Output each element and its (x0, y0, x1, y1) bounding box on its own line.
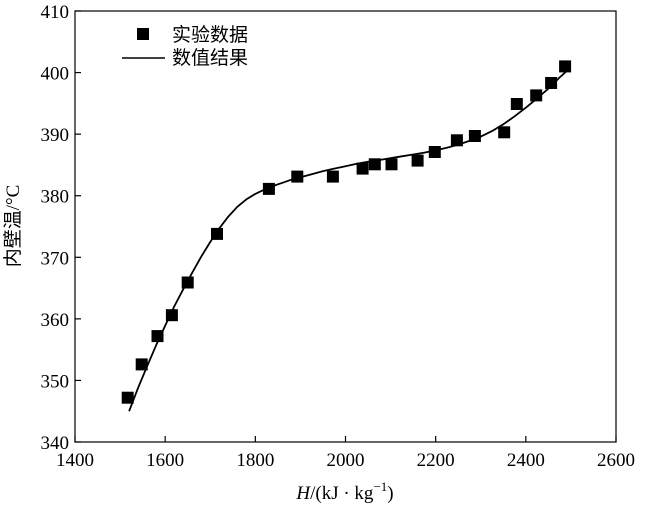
experiment-point (181, 276, 194, 289)
experiment-point (356, 162, 369, 175)
experiment-point (545, 77, 558, 89)
x-axis-label-symbol: H (295, 483, 311, 504)
x-axis-ticks: 1400 1600 1800 2000 2200 2400 2600 (56, 436, 635, 471)
y-axis-ticks: 340 350 360 370 380 390 400 410 (41, 2, 81, 454)
experiment-point (559, 60, 572, 73)
legend: 实验数据 数值结果 (122, 24, 248, 69)
y-axis-label: 内壁温/°C (2, 185, 24, 268)
experiment-point (135, 358, 148, 371)
experiment-point (468, 130, 481, 142)
legend-label-simulation: 数值结果 (172, 47, 248, 69)
x-axis-label-units: /(kJ · kg (310, 483, 374, 504)
experiment-point (262, 182, 275, 195)
experiment-point (385, 158, 398, 171)
y-tick-label: 390 (41, 125, 70, 146)
experiment-point (411, 154, 424, 167)
x-tick-label: 1400 (56, 450, 94, 471)
x-axis-label-close: ) (387, 483, 393, 504)
x-tick-label: 2400 (507, 450, 545, 471)
y-tick-label: 340 (41, 433, 70, 454)
simulation-line (128, 70, 568, 412)
experiment-point (510, 98, 523, 110)
y-tick-label: 400 (41, 64, 70, 85)
plot-frame (74, 10, 617, 443)
experiment-point (428, 146, 441, 158)
series-layer (121, 60, 572, 412)
y-tick-label: 350 (41, 371, 70, 392)
experiment-point (121, 391, 134, 404)
y-tick-label: 380 (41, 187, 70, 208)
experiment-point (530, 89, 543, 102)
x-tick-label: 1600 (146, 450, 184, 471)
x-axis-label: H/(kJ · kg−1) (295, 479, 393, 504)
x-tick-label: 2000 (327, 450, 365, 471)
experiment-point (211, 227, 223, 240)
x-tick-label: 2200 (417, 450, 455, 471)
y-tick-label: 370 (41, 248, 70, 269)
experiment-point (450, 134, 463, 147)
experiment-point (291, 170, 304, 183)
legend-marker-experiment (137, 28, 149, 40)
experiment-point (165, 309, 178, 322)
legend-label-experiment: 实验数据 (172, 24, 248, 46)
y-tick-label: 410 (41, 2, 70, 23)
experiment-point (151, 330, 164, 343)
y-tick-label: 360 (41, 310, 70, 331)
x-tick-label: 1800 (236, 450, 274, 471)
experiment-point (498, 126, 511, 139)
experiment-point (368, 158, 381, 171)
x-tick-label: 2600 (597, 450, 635, 471)
experiment-point (326, 170, 339, 183)
x-axis-label-exponent: −1 (373, 479, 387, 494)
